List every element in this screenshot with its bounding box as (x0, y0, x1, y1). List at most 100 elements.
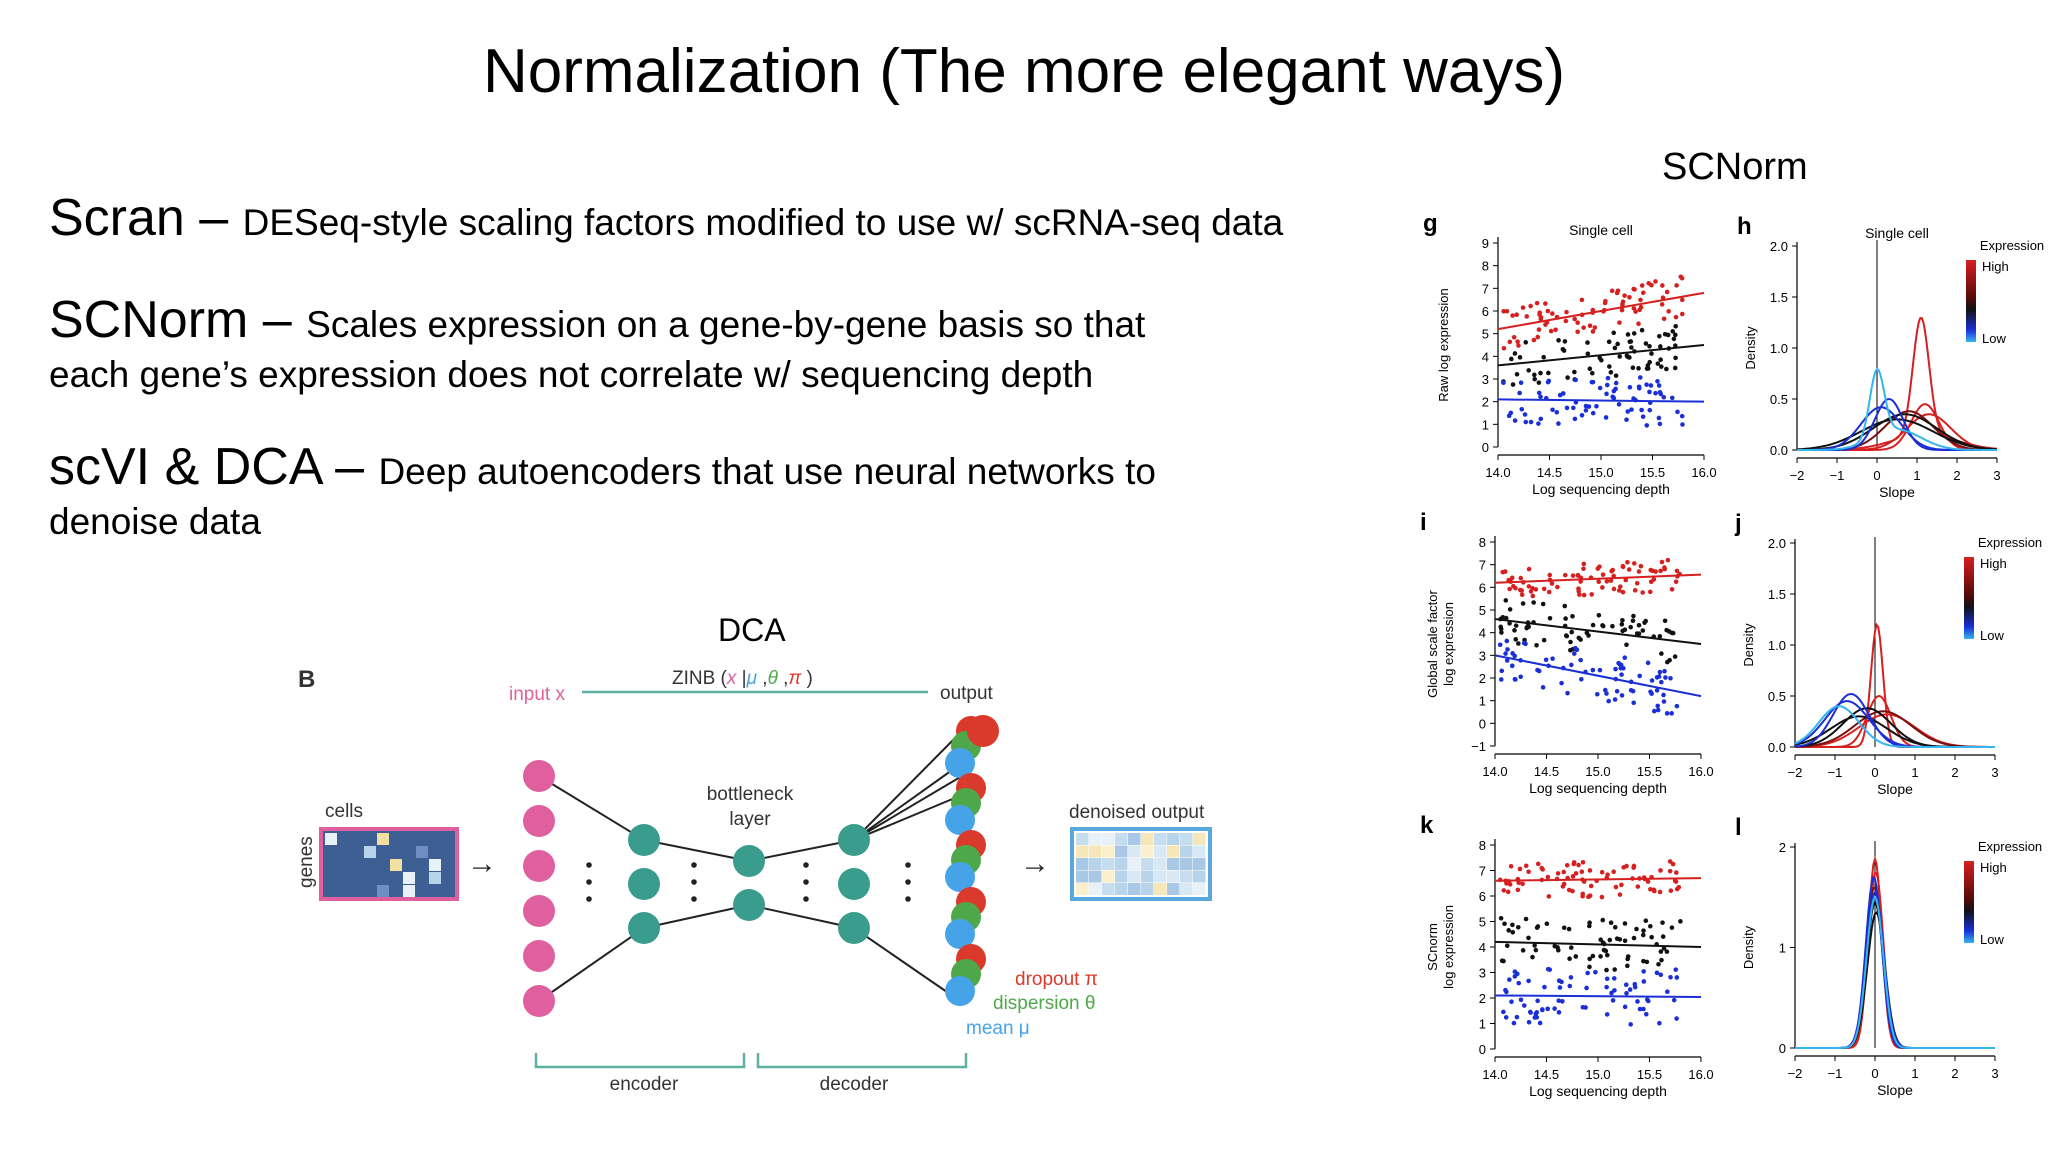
data-point (1541, 354, 1546, 360)
data-point (1512, 974, 1518, 979)
x-tick-label: 14.0 (1485, 465, 1510, 480)
input-node (523, 850, 555, 882)
data-point (1643, 618, 1648, 624)
data-point (1509, 999, 1514, 1005)
data-point (1613, 666, 1618, 672)
matrix-cell (1076, 883, 1089, 895)
y-tick-label: 6 (1479, 580, 1486, 595)
data-point (1631, 306, 1637, 311)
data-point (1657, 669, 1663, 675)
data-point (1660, 283, 1665, 288)
data-point (1639, 407, 1644, 413)
data-point (1638, 563, 1644, 569)
hidden-node (628, 868, 660, 900)
data-point (1578, 657, 1583, 663)
matrix-cell (1089, 858, 1102, 870)
data-point (1584, 985, 1589, 991)
data-point (1570, 613, 1575, 619)
y-tick-label: 0 (1479, 716, 1486, 731)
data-point (1657, 889, 1663, 895)
data-point (1636, 384, 1642, 390)
data-point (1516, 343, 1521, 348)
matrix-cell (1141, 883, 1154, 895)
data-point (1510, 922, 1515, 928)
data-point (1647, 343, 1652, 349)
data-point (1619, 307, 1625, 313)
matrix-cell (1102, 883, 1115, 895)
data-point (1659, 302, 1665, 307)
data-point (1510, 929, 1516, 935)
data-point (1545, 1006, 1551, 1012)
data-point (1669, 925, 1675, 930)
data-point (1659, 559, 1665, 565)
x-tick-label: 14.0 (1482, 1067, 1507, 1082)
encoder-label: encoder (610, 1074, 679, 1095)
data-point (1556, 1010, 1562, 1015)
data-point (1574, 647, 1580, 653)
data-point (1504, 943, 1510, 949)
data-point (1563, 616, 1568, 621)
input-node (523, 760, 555, 792)
data-point (1611, 330, 1617, 336)
data-point (1587, 868, 1593, 873)
output-node-mean (945, 919, 975, 949)
panel-letter: k (1420, 812, 1434, 839)
data-point (1507, 621, 1512, 626)
data-point (1585, 351, 1591, 357)
matrix-cell (377, 833, 389, 845)
data-point (1509, 356, 1514, 362)
y-tick-label: 1 (1779, 941, 1786, 956)
data-point (1636, 631, 1642, 636)
data-point (1526, 584, 1532, 589)
matrix-cell (1193, 833, 1206, 845)
data-point (1647, 589, 1653, 595)
data-point (1532, 943, 1537, 948)
data-point (1658, 972, 1664, 978)
data-point (1648, 383, 1654, 388)
data-point (1500, 569, 1506, 575)
data-point (1617, 584, 1623, 589)
matrix-cell (1193, 845, 1206, 858)
data-point (1587, 323, 1593, 328)
matrix-cell (403, 885, 415, 897)
data-point (1624, 642, 1629, 648)
data-point (1538, 315, 1544, 320)
legend-low: Low (1980, 628, 2004, 643)
data-point (1561, 869, 1567, 875)
data-point (1649, 351, 1654, 356)
data-point (1604, 976, 1610, 982)
data-point (1668, 975, 1673, 980)
matrix-cell (351, 885, 363, 897)
data-point (1520, 881, 1525, 887)
data-point (1556, 947, 1561, 953)
data-point (1559, 680, 1564, 686)
matrix-cell (1141, 870, 1154, 883)
data-point (1610, 623, 1615, 629)
data-point (1640, 414, 1646, 419)
y-tick-label: 8 (1479, 535, 1486, 550)
matrix-cell (403, 859, 415, 871)
hidden-node (733, 889, 765, 921)
data-point (1550, 656, 1555, 661)
matrix-cell (1128, 883, 1141, 895)
matrix-cell (1128, 845, 1141, 858)
data-point (1634, 926, 1639, 932)
data-point (1585, 970, 1590, 976)
data-point (1573, 871, 1579, 876)
data-point (1546, 370, 1551, 376)
data-point (1556, 998, 1562, 1003)
data-point (1540, 1007, 1545, 1013)
data-point (1639, 283, 1645, 288)
data-point (1590, 329, 1596, 334)
data-point (1512, 969, 1518, 974)
data-point (1652, 888, 1657, 894)
data-point (1518, 380, 1524, 385)
density-panel-j: j 0.0 0.5 1.0 1.5 2.0 −2 −1 0 1 2 3 Slope Density Expr… (1734, 510, 2042, 797)
data-point (1648, 923, 1653, 929)
data-point (1581, 566, 1586, 572)
data-point (1651, 708, 1657, 714)
x-tick-label: 3 (1991, 1066, 1998, 1081)
matrix-cell (351, 872, 363, 884)
data-point (1519, 406, 1525, 412)
data-point (1590, 410, 1596, 416)
